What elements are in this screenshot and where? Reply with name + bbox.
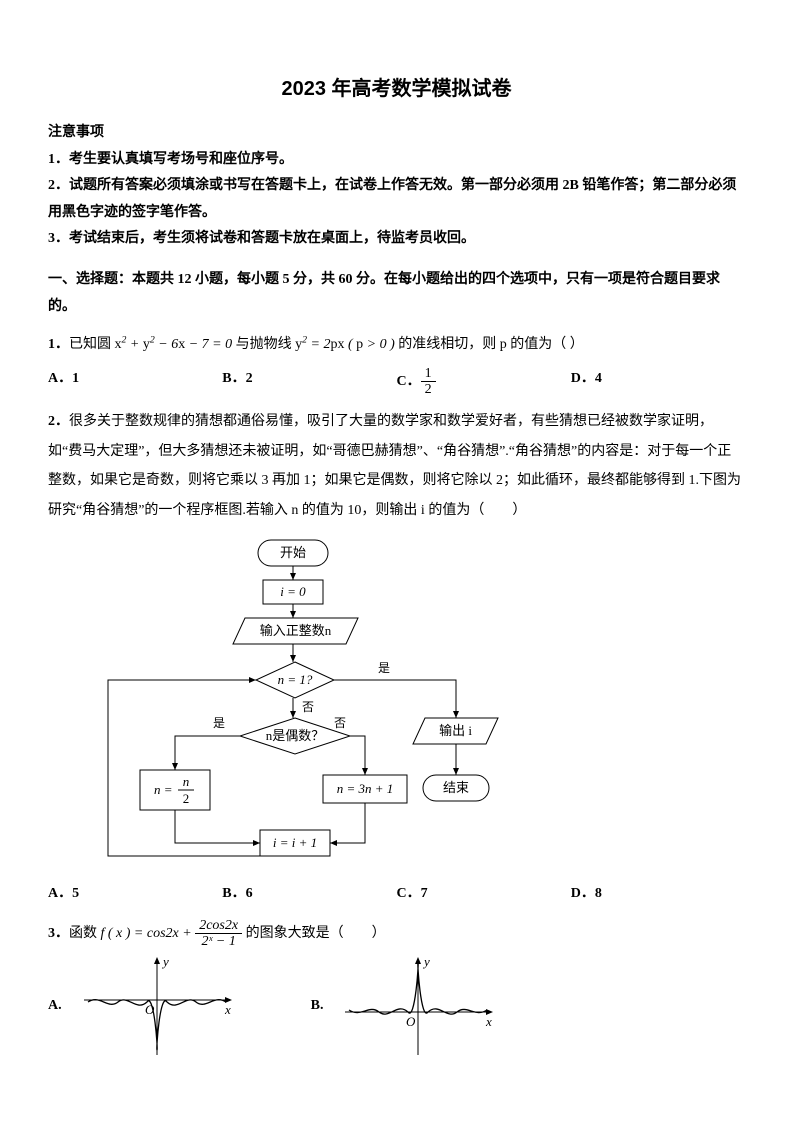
q3-frac-den: 2ˣ − 1 bbox=[195, 934, 242, 949]
svg-text:结束: 结束 bbox=[443, 780, 469, 795]
svg-text:否: 否 bbox=[302, 700, 314, 714]
svg-text:n: n bbox=[183, 774, 190, 789]
notice-line-3: 3．考试结束后，考生须将试卷和答题卡放在桌面上，待监考员收回。 bbox=[48, 226, 745, 253]
q1-text-mid: 与抛物线 bbox=[232, 337, 295, 352]
q2-body: 很多关于整数规律的猜想都通俗易懂，吸引了大量的数学家和数学爱好者，有些猜想已经被… bbox=[48, 414, 741, 517]
q2-option-c-value: 7 bbox=[421, 886, 428, 901]
opt-label-c: C． bbox=[397, 374, 421, 389]
q2-option-c: C．7 bbox=[397, 881, 571, 908]
opt-label-c: C． bbox=[397, 886, 421, 901]
svg-text:否: 否 bbox=[334, 716, 346, 730]
q1-options: A．1 B．2 C．12 D．4 bbox=[48, 366, 745, 398]
svg-text:开始: 开始 bbox=[280, 545, 306, 560]
svg-text:i = i + 1: i = i + 1 bbox=[273, 835, 317, 850]
q3-post: 的图象大致是（ ） bbox=[242, 926, 386, 941]
svg-text:y: y bbox=[422, 954, 430, 969]
svg-text:y: y bbox=[161, 954, 169, 969]
q3-graphs-row: A. x y O B. x y O bbox=[48, 954, 745, 1059]
svg-text:x: x bbox=[485, 1014, 492, 1029]
q3-option-b-label: B. bbox=[311, 993, 324, 1020]
q2-option-d: D．8 bbox=[571, 881, 745, 908]
svg-text:x: x bbox=[224, 1002, 231, 1017]
q2-option-b: B．6 bbox=[222, 881, 396, 908]
q1-option-c: C．12 bbox=[397, 366, 571, 398]
q1-option-a-value: 1 bbox=[72, 371, 79, 386]
q1-option-b: B．2 bbox=[222, 366, 396, 398]
question-3: 3．函数 f ( x ) = cos2x + 2cos2x2ˣ − 1 的图象大… bbox=[48, 918, 745, 950]
question-1: 1．已知圆 x2 + y2 − 6x − 7 = 0 与抛物线 y2 = 2px… bbox=[48, 330, 745, 359]
svg-text:是: 是 bbox=[213, 716, 225, 730]
q2-prefix: 2． bbox=[48, 414, 69, 429]
opt-label-d: D． bbox=[571, 371, 595, 386]
svg-text:n =: n = bbox=[154, 782, 173, 797]
q3-graph-b: x y O bbox=[341, 954, 496, 1059]
svg-text:n = 1?: n = 1? bbox=[278, 672, 313, 687]
q1-option-d-value: 4 bbox=[595, 371, 602, 386]
svg-text:n是偶数？: n是偶数？ bbox=[266, 728, 325, 743]
section-1-header: 一、选择题：本题共 12 小题，每小题 5 分，共 60 分。在每小题给出的四个… bbox=[48, 267, 745, 320]
svg-text:i = 0: i = 0 bbox=[280, 584, 306, 599]
q1-option-d: D．4 bbox=[571, 366, 745, 398]
opt-label-b: B． bbox=[222, 886, 245, 901]
q1-prefix: 1． bbox=[48, 337, 69, 352]
question-2: 2．很多关于整数规律的猜想都通俗易懂，吸引了大量的数学家和数学爱好者，有些猜想已… bbox=[48, 407, 745, 525]
q3-prefix: 3． bbox=[48, 926, 69, 941]
q3-fx-left: f ( x ) = cos2x + bbox=[101, 926, 196, 941]
opt-label-d: D． bbox=[571, 886, 595, 901]
q2-option-a: A．5 bbox=[48, 881, 222, 908]
notice-header: 注意事项 bbox=[48, 120, 745, 147]
q2-flowchart: 否是是否开始i = 0输入正整数nn = 1?n是偶数？输出 in =n2n =… bbox=[78, 535, 745, 876]
q3-frac-num: 2cos2x bbox=[195, 918, 242, 934]
q1-option-c-den: 2 bbox=[421, 382, 436, 397]
notice-line-2: 2．试题所有答案必须填涂或书写在答题卡上，在试卷上作答无效。第一部分必须用 2B… bbox=[48, 173, 745, 226]
q1-text-post: 的准线相切，则 p 的值为（ ） bbox=[395, 337, 584, 352]
q1-text-pre: 已知圆 bbox=[69, 337, 115, 352]
opt-label-a: A． bbox=[48, 371, 72, 386]
q1-option-c-num: 1 bbox=[421, 366, 436, 382]
svg-text:是: 是 bbox=[378, 661, 390, 675]
opt-label-b: B． bbox=[222, 371, 245, 386]
svg-text:O: O bbox=[406, 1014, 416, 1029]
page-title: 2023 年高考数学模拟试卷 bbox=[48, 70, 745, 108]
q2-option-d-value: 8 bbox=[595, 886, 602, 901]
q2-options: A．5 B．6 C．7 D．8 bbox=[48, 881, 745, 908]
svg-text:2: 2 bbox=[183, 791, 190, 806]
svg-text:n = 3n + 1: n = 3n + 1 bbox=[337, 781, 394, 796]
opt-label-a: A． bbox=[48, 886, 72, 901]
q2-option-a-value: 5 bbox=[72, 886, 79, 901]
flowchart-svg: 否是是否开始i = 0输入正整数nn = 1?n是偶数？输出 in =n2n =… bbox=[78, 535, 508, 865]
svg-text:输出 i: 输出 i bbox=[439, 723, 472, 738]
notice-line-1: 1．考生要认真填写考场号和座位序号。 bbox=[48, 147, 745, 174]
notice-block: 注意事项 1．考生要认真填写考场号和座位序号。 2．试题所有答案必须填涂或书写在… bbox=[48, 120, 745, 253]
q3-pre: 函数 bbox=[69, 926, 101, 941]
q2-option-b-value: 6 bbox=[246, 886, 253, 901]
q1-option-b-value: 2 bbox=[246, 371, 253, 386]
q1-option-a: A．1 bbox=[48, 366, 222, 398]
svg-text:输入正整数n: 输入正整数n bbox=[260, 623, 332, 638]
q3-option-a-label: A. bbox=[48, 993, 62, 1020]
q3-graph-a: xyO bbox=[80, 954, 235, 1059]
